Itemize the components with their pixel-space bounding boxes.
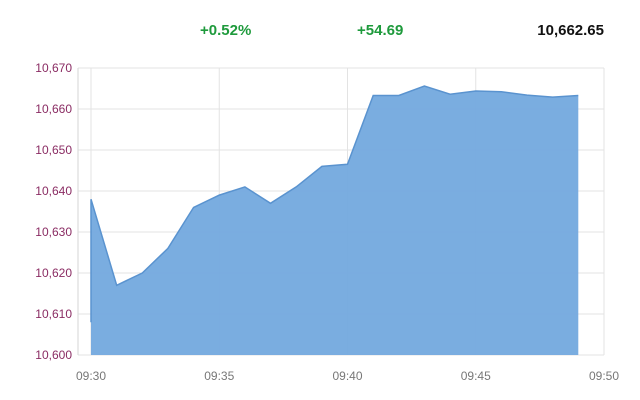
x-tick-label: 09:30 — [76, 369, 106, 383]
x-axis: 09:30 09:35 09:40 09:45 09:50 — [76, 369, 619, 383]
y-tick-label: 10,630 — [35, 225, 72, 239]
series-line — [90, 85, 579, 323]
y-tick-label: 10,660 — [35, 102, 72, 116]
y-tick-label: 10,620 — [35, 266, 72, 280]
area-series — [90, 85, 579, 355]
x-tick-label: 09:45 — [461, 369, 491, 383]
quote-header: +0.52% +54.69 10,662.65 — [0, 22, 640, 44]
current-value: 10,662.65 — [537, 22, 604, 39]
area-fill — [91, 86, 579, 355]
x-tick-label: 09:35 — [204, 369, 234, 383]
y-tick-label: 10,610 — [35, 307, 72, 321]
change-percent: +0.52% — [200, 22, 252, 39]
change-absolute: +54.69 — [357, 22, 404, 39]
x-tick-label: 09:50 — [589, 369, 619, 383]
y-axis: 10,600 10,610 10,620 10,630 10,640 10,650 10,6… — [35, 61, 72, 362]
y-tick-label: 10,600 — [35, 348, 72, 362]
x-tick-label: 09:40 — [332, 369, 362, 383]
y-tick-label: 10,670 — [35, 61, 72, 75]
y-tick-label: 10,640 — [35, 184, 72, 198]
y-tick-label: 10,650 — [35, 143, 72, 157]
